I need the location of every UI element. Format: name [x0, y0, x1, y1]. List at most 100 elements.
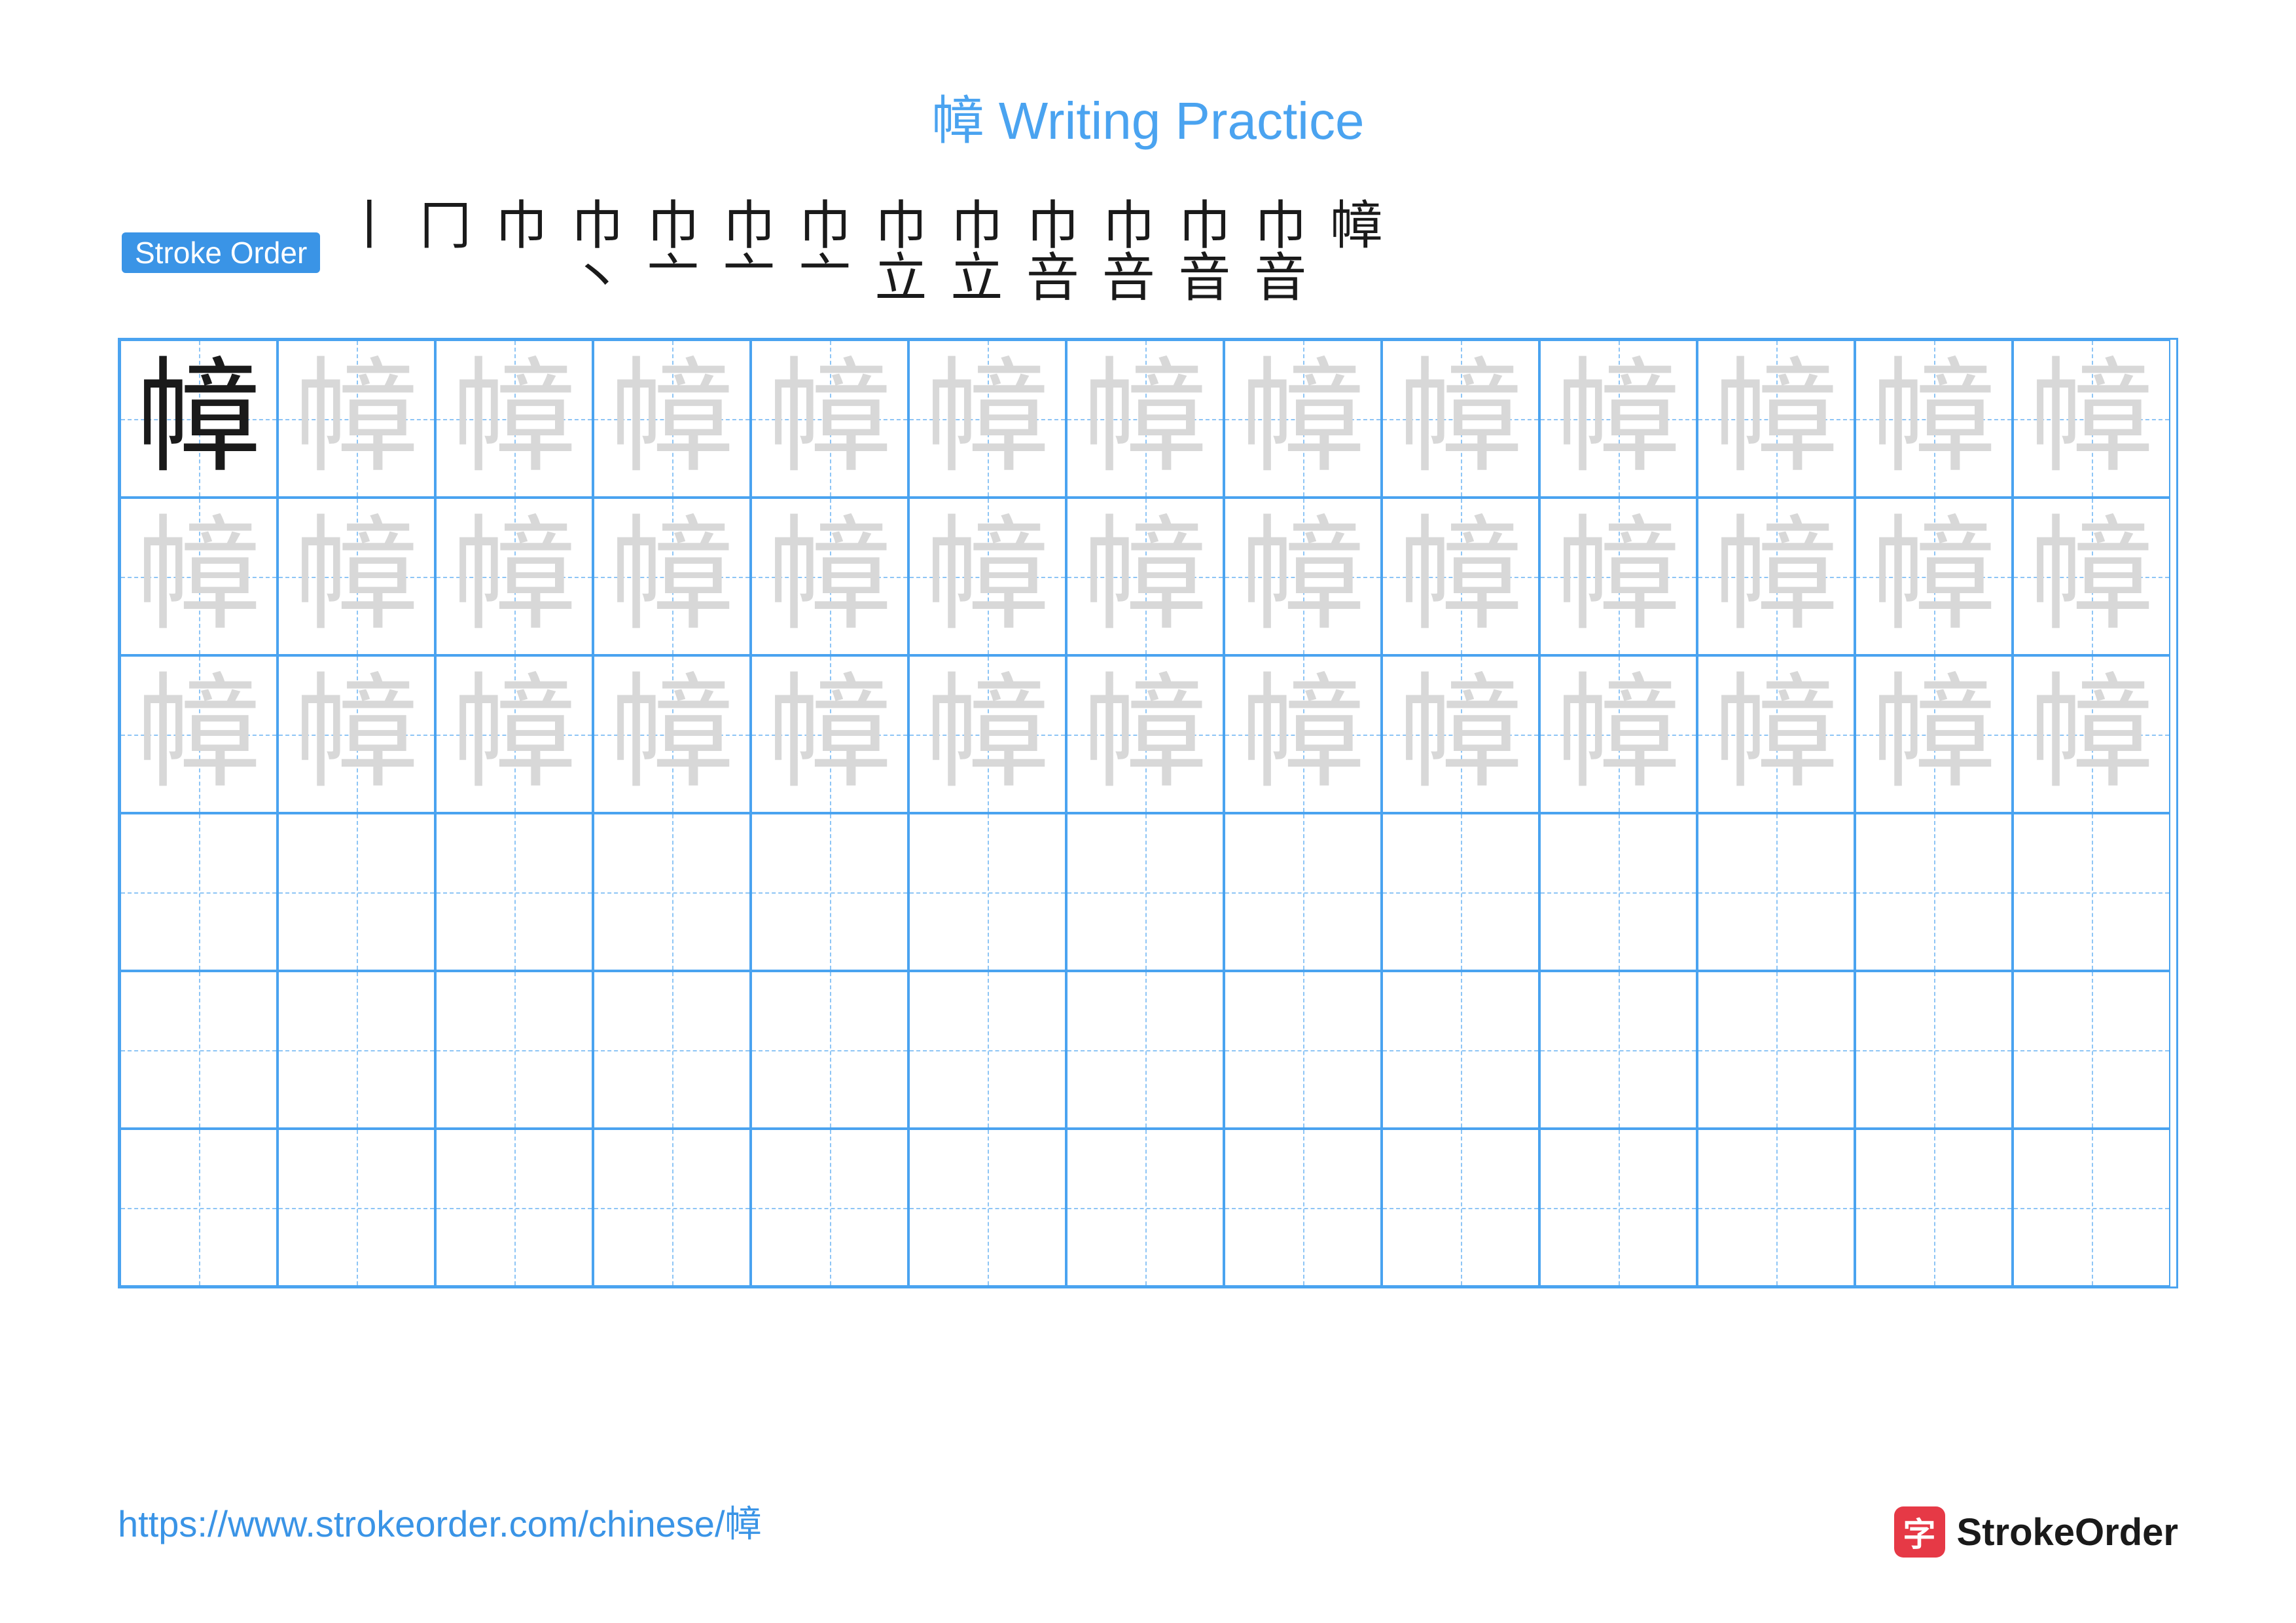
- grid-cell: 幛: [2013, 655, 2170, 813]
- practice-character: 幛: [1240, 672, 1365, 797]
- stroke-step: 巾立: [941, 200, 1013, 305]
- stroke-step: 巾立: [865, 200, 937, 305]
- grid-cell: 幛: [1697, 655, 1855, 813]
- grid-cell: [435, 813, 593, 971]
- stroke-step: 丨: [333, 200, 405, 305]
- page-title: 幛 Writing Practice: [118, 79, 2178, 155]
- grid-cell: 幛: [435, 340, 593, 498]
- practice-character: 幛: [1398, 515, 1522, 639]
- practice-character: 幛: [452, 357, 576, 481]
- practice-character: 幛: [1713, 357, 1838, 481]
- grid-cell: 幛: [278, 655, 435, 813]
- grid-cell: 幛: [120, 498, 278, 655]
- practice-character: 幛: [925, 672, 1049, 797]
- grid-cell: [1697, 971, 1855, 1129]
- practice-character: 幛: [1398, 357, 1522, 481]
- practice-character: 幛: [1871, 672, 1996, 797]
- grid-cell: [278, 1129, 435, 1286]
- grid-cell: [1382, 971, 1539, 1129]
- grid-cell: 幛: [1539, 498, 1697, 655]
- grid-cell: 幛: [1224, 498, 1382, 655]
- grid-cell: [278, 813, 435, 971]
- practice-character: 幛: [1083, 357, 1207, 481]
- practice-character: 幛: [609, 672, 734, 797]
- grid-cell: 幛: [1855, 340, 2013, 498]
- grid-cell: 幛: [751, 340, 908, 498]
- grid-cell: 幛: [1855, 655, 2013, 813]
- grid-cell: [908, 971, 1066, 1129]
- grid-cell: 幛: [1382, 340, 1539, 498]
- stroke-order-row: Stroke Order 丨冂巾巾丶巾亠巾亠巾亠巾立巾立巾咅巾咅巾音巾音幛: [122, 200, 2178, 305]
- grid-row: [120, 1129, 2176, 1286]
- grid-cell: [1855, 971, 2013, 1129]
- grid-cell: 幛: [593, 498, 751, 655]
- grid-cell: [908, 813, 1066, 971]
- grid-cell: 幛: [1855, 498, 2013, 655]
- stroke-step: 巾亠: [789, 200, 861, 305]
- grid-cell: 幛: [2013, 498, 2170, 655]
- stroke-step: 巾咅: [1092, 200, 1164, 305]
- grid-cell: [593, 1129, 751, 1286]
- grid-cell: [1066, 1129, 1224, 1286]
- practice-character: 幛: [452, 515, 576, 639]
- grid-cell: [1697, 813, 1855, 971]
- practice-character: 幛: [2029, 357, 2153, 481]
- stroke-step: 冂: [409, 200, 481, 305]
- grid-cell: [120, 813, 278, 971]
- grid-cell: [751, 971, 908, 1129]
- grid-cell: [1224, 813, 1382, 971]
- stroke-step: 巾亠: [713, 200, 785, 305]
- stroke-step: 巾: [485, 200, 557, 305]
- grid-cell: 幛: [1382, 655, 1539, 813]
- brand: 字 StrokeOrder: [1894, 1506, 2178, 1558]
- grid-cell: 幛: [1539, 340, 1697, 498]
- brand-icon: 字: [1894, 1506, 1945, 1558]
- grid-cell: [1855, 813, 2013, 971]
- practice-character: 幛: [1556, 515, 1680, 639]
- grid-cell: [2013, 813, 2170, 971]
- stroke-order-label: Stroke Order: [122, 232, 320, 273]
- grid-cell: [1382, 1129, 1539, 1286]
- grid-cell: [1539, 1129, 1697, 1286]
- grid-cell: [278, 971, 435, 1129]
- stroke-step: 巾丶: [561, 200, 633, 305]
- practice-character: 幛: [2029, 515, 2153, 639]
- practice-character: 幛: [2029, 672, 2153, 797]
- practice-character: 幛: [1556, 357, 1680, 481]
- grid-row: [120, 813, 2176, 971]
- practice-character: 幛: [1556, 672, 1680, 797]
- grid-cell: [593, 813, 751, 971]
- grid-cell: 幛: [593, 340, 751, 498]
- grid-cell: [120, 971, 278, 1129]
- grid-cell: [1539, 971, 1697, 1129]
- grid-cell: 幛: [435, 655, 593, 813]
- practice-character: 幛: [452, 672, 576, 797]
- grid-cell: 幛: [1224, 340, 1382, 498]
- practice-character: 幛: [294, 672, 418, 797]
- grid-cell: [1855, 1129, 2013, 1286]
- grid-cell: 幛: [1539, 655, 1697, 813]
- grid-cell: [435, 971, 593, 1129]
- grid-cell: 幛: [435, 498, 593, 655]
- practice-grid: 幛幛幛幛幛幛幛幛幛幛幛幛幛幛幛幛幛幛幛幛幛幛幛幛幛幛幛幛幛幛幛幛幛幛幛幛幛幛幛: [118, 338, 2178, 1288]
- grid-row: 幛幛幛幛幛幛幛幛幛幛幛幛幛: [120, 498, 2176, 655]
- grid-cell: [1066, 813, 1224, 971]
- grid-cell: 幛: [908, 498, 1066, 655]
- grid-cell: 幛: [278, 498, 435, 655]
- practice-character: 幛: [136, 672, 260, 797]
- grid-cell: [435, 1129, 593, 1286]
- practice-character: 幛: [1083, 515, 1207, 639]
- grid-cell: [2013, 971, 2170, 1129]
- stroke-steps-container: 丨冂巾巾丶巾亠巾亠巾亠巾立巾立巾咅巾咅巾音巾音幛: [333, 200, 1392, 305]
- grid-cell: 幛: [120, 655, 278, 813]
- stroke-step: 巾音: [1168, 200, 1240, 305]
- grid-cell: 幛: [751, 498, 908, 655]
- grid-cell: 幛: [1382, 498, 1539, 655]
- grid-cell: 幛: [908, 655, 1066, 813]
- grid-cell: 幛: [751, 655, 908, 813]
- grid-cell: [120, 1129, 278, 1286]
- practice-character: 幛: [1713, 515, 1838, 639]
- grid-cell: 幛: [908, 340, 1066, 498]
- practice-character: 幛: [1713, 672, 1838, 797]
- practice-character: 幛: [294, 357, 418, 481]
